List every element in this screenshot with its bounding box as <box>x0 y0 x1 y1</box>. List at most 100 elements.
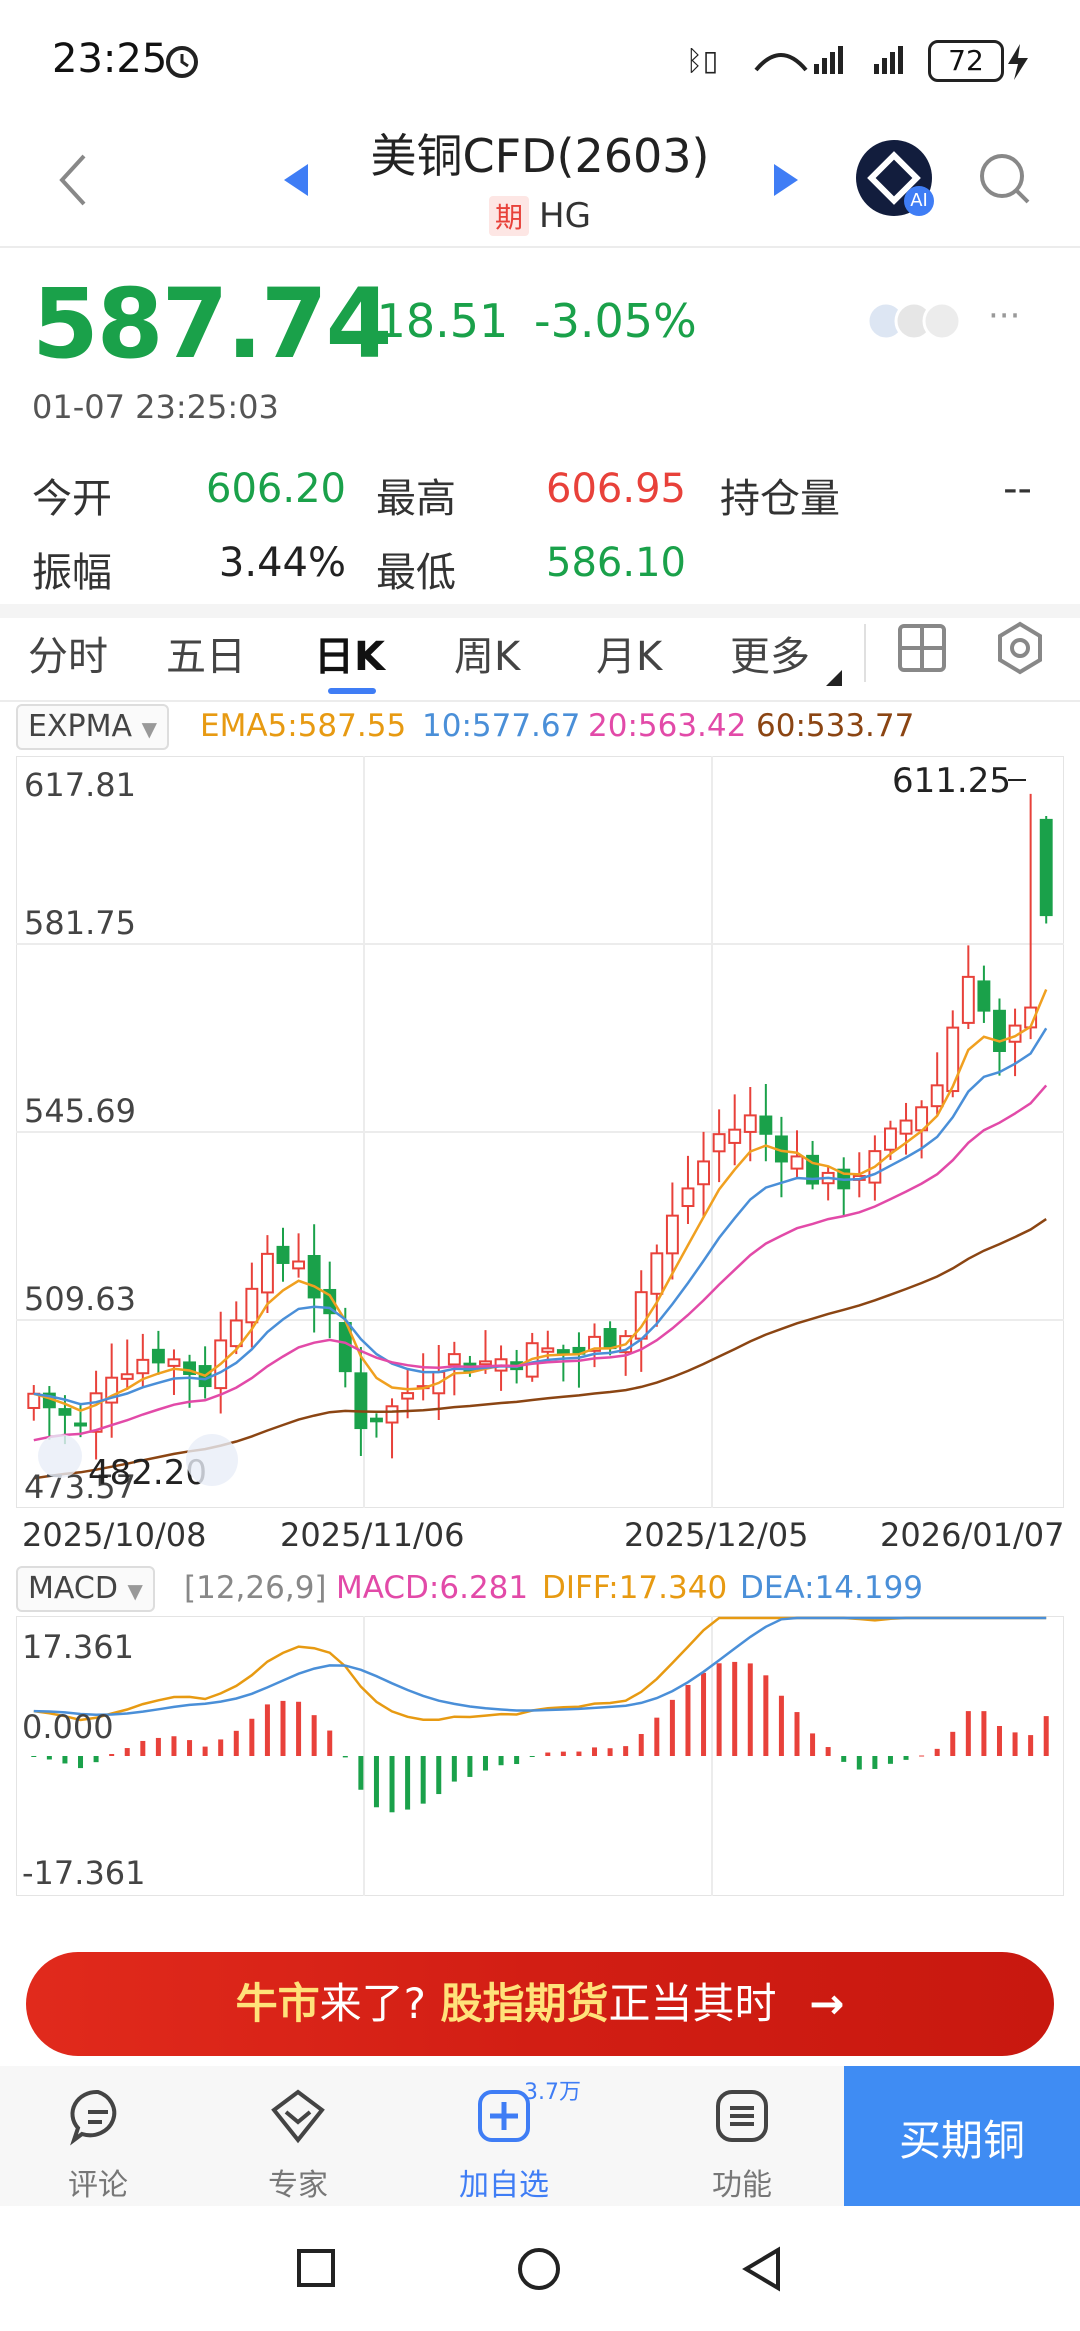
macd-bar <box>342 1756 348 1758</box>
macd-tick-label: -17.361 <box>22 1854 146 1892</box>
prev-contract-arrow-icon[interactable] <box>282 162 310 198</box>
macd-bar <box>31 1756 37 1757</box>
macd-bar <box>638 1734 644 1756</box>
function-button[interactable]: 功能 <box>662 2066 822 2206</box>
banner-text-1: 牛市 <box>235 1979 320 2028</box>
sub-indicator-select[interactable]: MACD ▼ <box>16 1566 155 1612</box>
macd-bar <box>701 1672 707 1756</box>
promo-banner[interactable]: 牛市来了? 股指期货正当其时 → <box>26 1952 1054 2056</box>
add-icon <box>478 2090 530 2142</box>
macd-bar <box>109 1754 115 1756</box>
tab-timeshare[interactable]: 分时 <box>28 634 108 680</box>
candle <box>385 1405 399 1424</box>
candlestick-chart[interactable]: 617.81 581.75 545.69 509.63 473.57 611.2… <box>16 756 1064 1508</box>
add-watchlist-button[interactable]: 加自选 <box>424 2066 584 2206</box>
macd-bar <box>747 1663 753 1756</box>
macd-bar <box>810 1733 816 1756</box>
add-watchlist-label: 加自选 <box>459 2168 549 2203</box>
macd-tick-label: 0.000 <box>22 1708 114 1746</box>
recent-apps-icon[interactable] <box>296 2248 336 2288</box>
system-navigation-bar <box>0 2206 1080 2331</box>
diff-value: DIFF:17.340 <box>542 1570 728 1606</box>
divider <box>0 700 1080 702</box>
dea-line <box>33 1616 1047 1716</box>
macd-bar <box>529 1756 535 1757</box>
macd-bar <box>981 1711 987 1756</box>
contract-code: 期 HG <box>0 196 1080 236</box>
macd-bar <box>1043 1716 1049 1756</box>
settings-icon[interactable] <box>992 620 1048 676</box>
tab-daily-k[interactable]: 日K <box>314 634 385 680</box>
search-icon[interactable] <box>976 150 1032 206</box>
macd-bar <box>140 1740 146 1756</box>
macd-bar <box>420 1756 426 1804</box>
expand-icon[interactable] <box>186 1434 238 1486</box>
macd-bar <box>623 1746 629 1756</box>
ema60-value: 60:533.77 <box>756 708 915 744</box>
macd-bar <box>654 1717 660 1756</box>
candle <box>961 975 975 1024</box>
next-contract-arrow-icon[interactable] <box>772 162 800 198</box>
comment-button[interactable]: 评论 <box>18 2066 178 2206</box>
expert-label: 专家 <box>268 2168 328 2203</box>
dea-value: DEA:14.199 <box>740 1570 924 1606</box>
candle <box>74 1422 87 1427</box>
candle <box>665 1214 679 1255</box>
function-menu-icon <box>716 2090 768 2142</box>
zoom-out-icon[interactable] <box>38 1434 82 1478</box>
candle <box>370 1417 383 1423</box>
quote-datetime: 01-07 23:25:03 <box>32 388 279 426</box>
open-interest-label: 持仓量 <box>720 476 840 522</box>
candle <box>588 1335 601 1352</box>
active-tab-indicator <box>328 688 376 694</box>
banner-text-2: 来了? <box>319 1979 426 2028</box>
candle <box>541 1347 555 1353</box>
layout-grid-icon[interactable] <box>894 620 950 676</box>
macd-bar <box>78 1756 84 1769</box>
macd-bar <box>732 1661 738 1756</box>
candle <box>977 980 991 1012</box>
candle <box>58 1408 72 1416</box>
macd-bar <box>218 1739 224 1756</box>
candle <box>136 1358 150 1375</box>
candle <box>354 1372 368 1430</box>
function-label: 功能 <box>712 2168 772 2203</box>
main-indicator-select[interactable]: EXPMA ▼ <box>16 704 169 750</box>
max-price-label: 611.25 <box>892 761 1011 801</box>
comment-icon <box>70 2089 117 2146</box>
macd-bar <box>934 1748 940 1756</box>
tab-weekly-k[interactable]: 周K <box>454 634 521 680</box>
open-value: 606.20 <box>206 466 346 512</box>
tab-more[interactable]: 更多 <box>730 634 810 680</box>
macd-bar <box>763 1675 769 1756</box>
more-icon[interactable]: ··· <box>988 296 1021 336</box>
macd-bar <box>887 1756 893 1764</box>
candle <box>276 1245 290 1264</box>
y-tick-label: 509.63 <box>24 1280 136 1318</box>
amplitude-value: 3.44% <box>218 540 346 586</box>
macd-chart[interactable]: 17.361 0.000 -17.361 <box>16 1616 1064 1896</box>
macd-bar <box>560 1751 566 1756</box>
x-tick-label: 2025/12/05 <box>624 1516 809 1554</box>
candle <box>790 1155 804 1170</box>
followers-avatars-icon[interactable] <box>864 298 974 344</box>
macd-bar <box>358 1756 364 1790</box>
price-change: -18.51 <box>360 294 509 348</box>
amplitude-label: 振幅 <box>32 550 112 596</box>
macd-bar <box>249 1718 255 1756</box>
buy-copper-button[interactable]: 买期铜 <box>844 2066 1080 2216</box>
tab-monthly-k[interactable]: 月K <box>596 634 663 680</box>
macd-bar <box>280 1700 286 1756</box>
tab-five-day[interactable]: 五日 <box>166 634 246 680</box>
candle <box>930 1084 944 1108</box>
macd-bar <box>498 1756 504 1766</box>
candle <box>307 1254 321 1299</box>
divider <box>0 246 1080 248</box>
macd-bar <box>93 1756 99 1763</box>
expert-button[interactable]: 专家 <box>218 2066 378 2206</box>
back-nav-icon[interactable] <box>742 2246 782 2292</box>
candle <box>946 1026 960 1093</box>
back-icon[interactable] <box>54 150 94 210</box>
macd-bar <box>685 1684 691 1756</box>
home-icon[interactable] <box>516 2246 562 2292</box>
